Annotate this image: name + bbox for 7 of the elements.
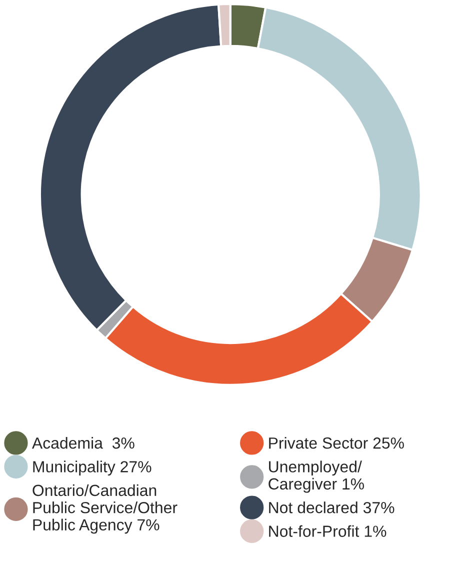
legend-label: Academia 3%	[32, 437, 134, 449]
legend-label: Ontario/Canadian Public Service/Other Public Agency 7%	[32, 484, 178, 534]
legend-label: Private Sector 25%	[269, 437, 404, 449]
legend-label: Not declared 37%	[269, 502, 394, 514]
legend-label: Municipality 27%	[33, 460, 152, 476]
legend-label: Unemployed/ Caregiver 1%	[268, 460, 364, 493]
legend-label: Not-for-Profit 1%	[269, 525, 386, 537]
